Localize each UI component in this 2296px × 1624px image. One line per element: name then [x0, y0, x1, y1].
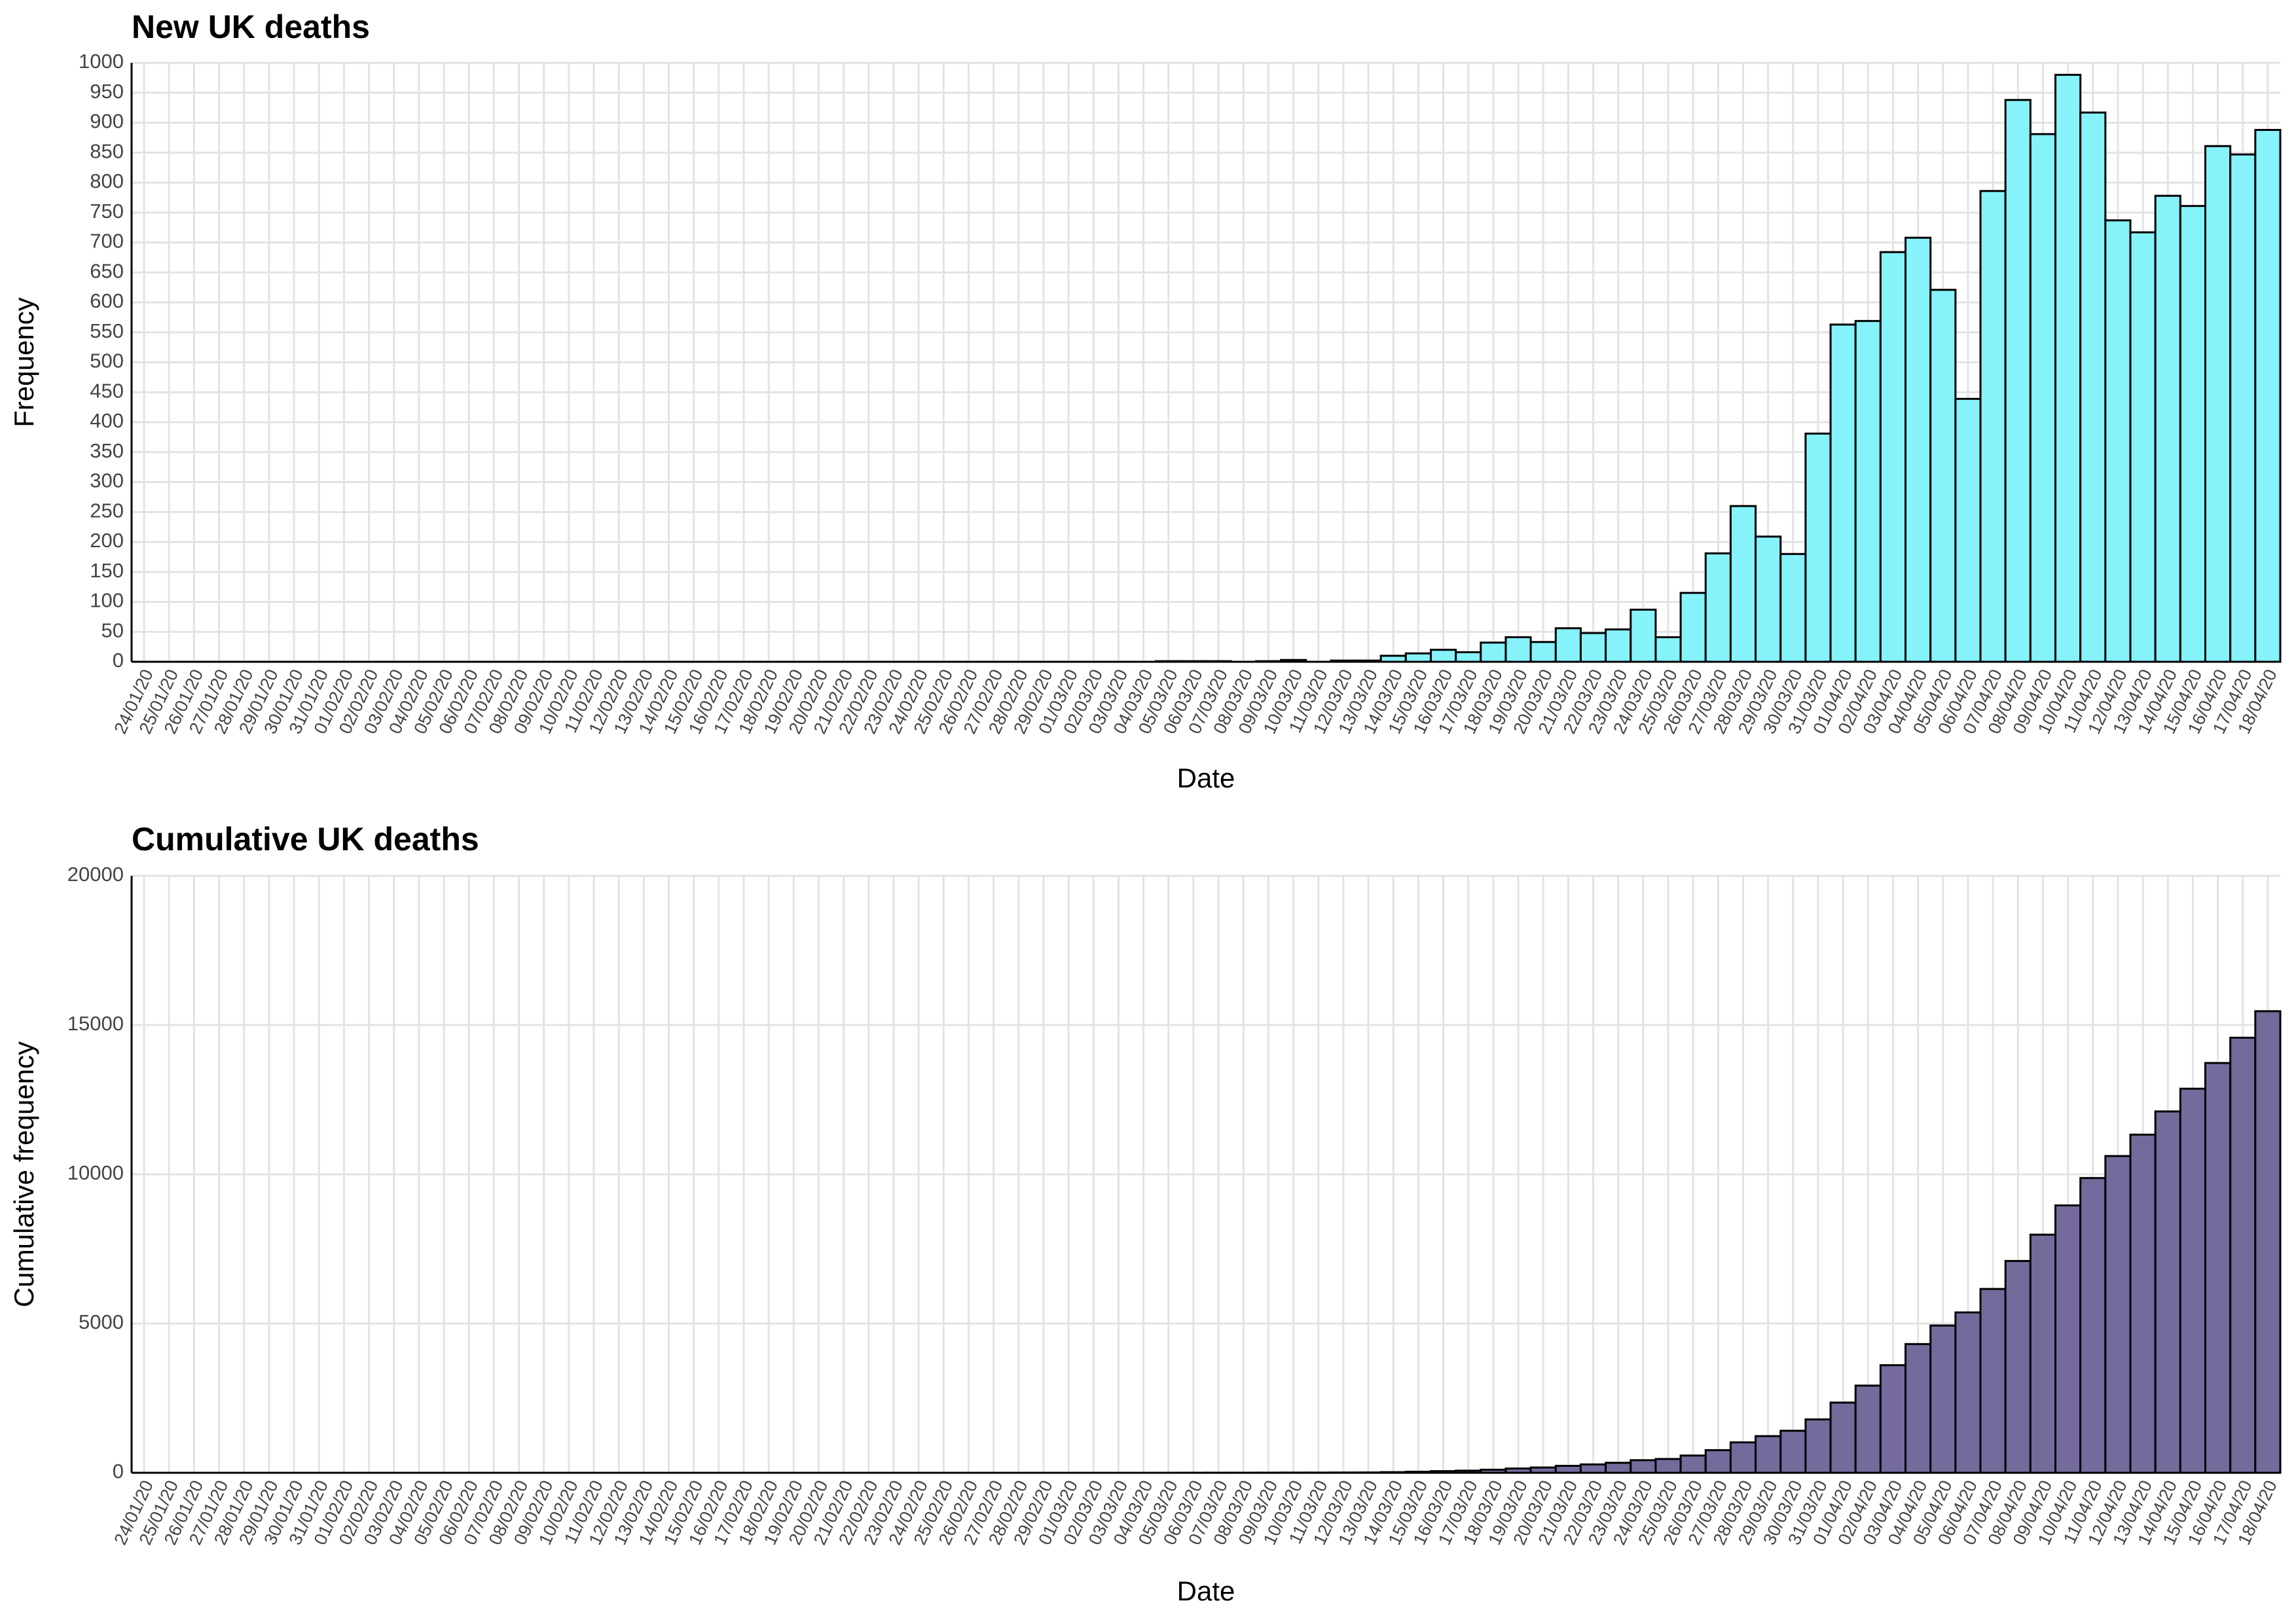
- y-tick-label: 100: [90, 589, 124, 612]
- bar: [2029, 1233, 2057, 1474]
- bar: [1704, 1449, 1732, 1474]
- chart-title: New UK deaths: [132, 9, 370, 45]
- bar: [1954, 1311, 1982, 1474]
- x-axis-title: Date: [1177, 1576, 1235, 1606]
- bar: [2104, 219, 2132, 663]
- y-tick-label: 800: [90, 170, 124, 192]
- bar: [1654, 636, 1682, 663]
- y-tick-label: 500: [90, 350, 124, 372]
- y-tick-label: 450: [90, 379, 124, 402]
- bar: [1829, 1401, 1857, 1474]
- bar: [2129, 231, 2157, 663]
- bar: [1879, 251, 1907, 663]
- y-tick-label: 300: [90, 469, 124, 492]
- bar: [1429, 649, 1457, 663]
- y-tick-label: 550: [90, 319, 124, 342]
- y-tick-label: 250: [90, 499, 124, 522]
- bar: [2079, 1177, 2107, 1474]
- y-tick-label: 850: [90, 139, 124, 162]
- bar: [1804, 432, 1832, 663]
- x-axis-title: Date: [1177, 763, 1235, 793]
- bar: [1979, 1288, 2007, 1474]
- bar: [2104, 1155, 2132, 1474]
- bar: [2004, 99, 2032, 663]
- bar: [1480, 641, 1507, 663]
- y-tick-label: 700: [90, 230, 124, 253]
- bar: [1755, 1435, 1782, 1474]
- bar: [1704, 552, 1732, 663]
- bar: [2204, 145, 2232, 663]
- y-tick-label: 750: [90, 200, 124, 223]
- y-tick-label: 50: [101, 619, 124, 641]
- bar: [1504, 636, 1532, 663]
- bar: [1979, 190, 2007, 663]
- bar: [2229, 1036, 2257, 1474]
- bar: [1529, 641, 1557, 663]
- bar: [1779, 552, 1807, 663]
- bar: [2154, 194, 2181, 663]
- y-tick-label: 350: [90, 439, 124, 462]
- bar: [1729, 1441, 1757, 1474]
- bar: [1679, 1454, 1707, 1474]
- y-axis-title: Cumulative frequency: [9, 1041, 39, 1307]
- bar: [1554, 1464, 1582, 1474]
- y-tick-label: 200: [90, 529, 124, 552]
- bar: [2129, 1133, 2157, 1474]
- bar: [1904, 1343, 1932, 1474]
- bar: [2079, 111, 2107, 663]
- y-tick-label: 400: [90, 409, 124, 432]
- bar: [2229, 153, 2257, 663]
- bar: [2254, 128, 2282, 663]
- bar: [1579, 1463, 1607, 1474]
- y-tick-label: 20000: [67, 863, 124, 886]
- bar: [1605, 628, 1632, 663]
- bar: [2179, 205, 2207, 663]
- bar: [1554, 627, 1582, 663]
- bar: [1954, 397, 1982, 663]
- y-tick-label: 1000: [79, 50, 124, 73]
- bar: [1455, 651, 1482, 663]
- bar: [1755, 535, 1782, 663]
- bar: [2054, 1204, 2082, 1474]
- bar: [1779, 1430, 1807, 1474]
- bar: [1904, 236, 1932, 663]
- y-tick-label: 10000: [67, 1161, 124, 1184]
- y-axis-title: Frequency: [9, 297, 39, 427]
- y-tick-label: 150: [90, 559, 124, 582]
- bar: [1854, 1384, 1882, 1474]
- bar: [1630, 608, 1657, 663]
- y-tick-label: 650: [90, 259, 124, 282]
- bar: [1654, 1458, 1682, 1474]
- y-tick-label: 950: [90, 80, 124, 103]
- y-tick-label: 0: [113, 649, 124, 672]
- bar: [1630, 1459, 1657, 1474]
- y-tick-label: 15000: [67, 1012, 124, 1035]
- bar: [2054, 73, 2082, 663]
- y-tick-label: 0: [113, 1460, 124, 1483]
- bar: [1854, 319, 1882, 663]
- bar: [1879, 1364, 1907, 1474]
- bar: [1605, 1462, 1632, 1474]
- bar: [1804, 1418, 1832, 1474]
- y-tick-label: 600: [90, 289, 124, 312]
- bar: [1579, 632, 1607, 663]
- chart-title: Cumulative UK deaths: [132, 821, 479, 857]
- bar: [2029, 133, 2057, 663]
- y-tick-label: 900: [90, 110, 124, 133]
- bar: [1679, 592, 1707, 663]
- bar: [2254, 1010, 2282, 1474]
- bar: [1929, 1324, 1957, 1474]
- bar: [1729, 505, 1757, 663]
- bar: [1929, 289, 1957, 663]
- bar: [2004, 1259, 2032, 1474]
- bar: [1829, 323, 1857, 663]
- bar: [2204, 1062, 2232, 1474]
- bar: [2179, 1087, 2207, 1474]
- y-tick-label: 5000: [79, 1310, 124, 1333]
- bar: [1404, 652, 1432, 663]
- bar: [2154, 1110, 2181, 1474]
